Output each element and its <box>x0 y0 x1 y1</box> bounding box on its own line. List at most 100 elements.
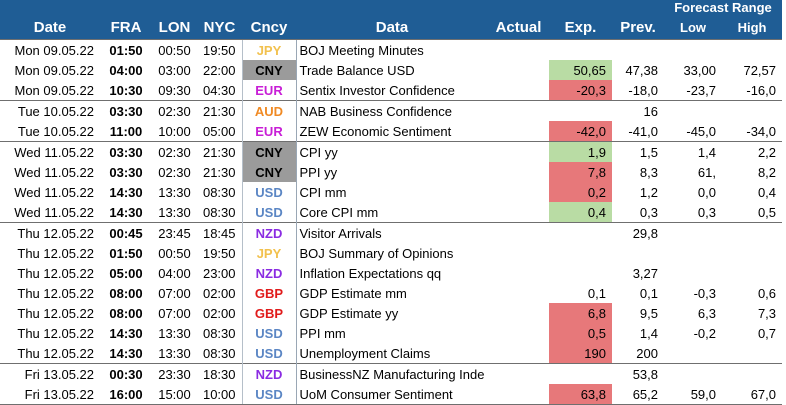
currency-cell: EUR <box>241 80 296 101</box>
date-cell: Tue 10.05.22 <box>0 100 100 121</box>
table-body: Mon 09.05.22 01:50 00:50 19:50 JPY BOJ Meetin… <box>0 39 783 405</box>
header-row-top: Forecast Range <box>0 0 783 16</box>
expected-cell: -20,3 <box>549 80 612 101</box>
actual-cell <box>488 263 549 283</box>
forecast-low-cell: 61, <box>697 164 716 180</box>
forecast-low-cell: -45,0 <box>686 123 716 139</box>
fra-time-cell: 00:30 <box>100 363 152 384</box>
col-header-cncy: Cncy <box>242 16 296 40</box>
table-row: Fri 13.05.22 00:30 23:30 18:30 NZD BusinessNZ… <box>0 363 783 384</box>
fra-time-cell: 03:30 <box>100 100 152 121</box>
event-name-cell: Trade Balance USD <box>295 60 488 80</box>
forecast-high-cell <box>722 39 783 60</box>
fra-time-cell: 03:30 <box>100 141 152 162</box>
table-row: Wed 11.05.22 03:30 02:30 21:30 CNY PPI yy 7,8 8… <box>0 162 782 182</box>
forecast-high-cell <box>722 363 783 384</box>
col-header-data: Data <box>296 16 488 40</box>
nyc-time-cell: 04:30 <box>202 82 236 98</box>
col-header-fra: FRA <box>100 16 152 40</box>
forecast-low-cell: -0,3 <box>693 285 716 301</box>
event-name-cell: PPI yy <box>295 162 488 182</box>
date-cell: Wed 11.05.22 <box>14 164 94 180</box>
date-cell: Tue 10.05.22 <box>17 123 94 139</box>
lon-time-cell: 23:30 <box>152 363 197 384</box>
event-name-cell: ZEW Economic Sentiment <box>295 121 488 142</box>
col-header-low: Low <box>664 16 722 40</box>
currency-cell: USD <box>241 182 296 202</box>
forecast-low-cell: 33,00 <box>683 62 716 78</box>
table-row: Thu 12.05.22 05:00 04:00 23:00 NZD Inflation … <box>0 263 782 283</box>
table-row: Thu 12.05.22 14:30 13:30 08:30 USD Unemployme… <box>0 343 782 364</box>
previous-cell: 65,2 <box>612 384 664 405</box>
currency-cell: JPY <box>241 39 296 60</box>
actual-cell <box>488 121 549 142</box>
event-name-cell: GDP Estimate mm <box>295 283 488 303</box>
forecast-low-cell <box>664 222 722 243</box>
currency-cell: USD <box>241 384 296 405</box>
forecast-low-cell <box>664 263 722 283</box>
previous-cell: 1,2 <box>639 184 658 200</box>
date-cell: Thu 12.05.22 <box>0 222 100 243</box>
nyc-time-cell: 08:30 <box>202 325 236 341</box>
previous-cell: 53,8 <box>612 363 664 384</box>
nyc-time-cell: 08:30 <box>202 204 236 220</box>
fra-time-cell: 01:50 <box>109 245 143 261</box>
forecast-high-cell <box>722 263 782 283</box>
previous-cell: 200 <box>636 345 658 361</box>
forecast-high-cell: 7,3 <box>757 305 777 321</box>
actual-cell <box>488 141 549 162</box>
previous-cell: 9,5 <box>639 305 658 321</box>
lon-time-cell: 13:30 <box>158 204 191 220</box>
col-header-prev: Prev. <box>612 16 664 40</box>
expected-cell: -42,0 <box>549 121 612 142</box>
previous-cell <box>612 39 664 60</box>
table-row: Thu 12.05.22 08:00 07:00 02:00 GBP GDP Estima… <box>0 303 782 323</box>
table-row: Thu 12.05.22 08:00 07:00 02:00 GBP GDP Estima… <box>0 283 782 303</box>
previous-cell: 8,3 <box>639 164 658 180</box>
date-cell: Mon 09.05.22 <box>14 82 94 98</box>
currency-cell: GBP <box>241 303 296 323</box>
currency-cell: NZD <box>241 222 296 243</box>
event-name-cell: Unemployment Claims <box>295 343 488 364</box>
expected-cell <box>549 243 612 263</box>
currency-cell: USD <box>241 343 296 364</box>
expected-cell: 0,4 <box>549 202 612 223</box>
forecast-high-cell: 0,7 <box>757 325 777 341</box>
expected-cell <box>549 100 612 121</box>
lon-time-cell: 10:00 <box>158 123 191 139</box>
previous-cell: 29,8 <box>612 222 664 243</box>
actual-cell <box>488 60 549 80</box>
event-name-cell: CPI yy <box>295 141 488 162</box>
date-cell: Thu 12.05.22 <box>17 305 94 321</box>
expected-cell: 63,8 <box>549 384 612 405</box>
fra-time-cell: 01:50 <box>100 39 152 60</box>
table-row: Thu 12.05.22 14:30 13:30 08:30 USD PPI mm 0,5 1… <box>0 323 782 343</box>
expected-cell: 1,9 <box>549 141 612 162</box>
lon-time-cell: 09:30 <box>158 82 191 98</box>
nyc-time-cell: 10:00 <box>197 384 242 405</box>
expected-cell <box>549 363 612 384</box>
forecast-high-cell <box>722 222 783 243</box>
lon-time-cell: 00:50 <box>152 39 197 60</box>
col-header-exp: Exp. <box>549 16 612 40</box>
expected-cell: 6,8 <box>549 303 612 323</box>
forecast-low-cell: 1,4 <box>664 141 722 162</box>
forecast-high-cell: -16,0 <box>746 82 777 98</box>
currency-cell: JPY <box>241 243 296 263</box>
date-cell: Thu 12.05.22 <box>17 245 94 261</box>
lon-time-cell: 13:30 <box>158 345 191 361</box>
event-name-cell: Inflation Expectations qq <box>295 263 488 283</box>
fra-time-cell: 14:30 <box>109 184 143 200</box>
forecast-high-cell: 0,6 <box>757 285 777 301</box>
actual-cell <box>488 39 549 60</box>
table-row: Mon 09.05.22 10:30 09:30 04:30 EUR Sentix Inv… <box>0 80 782 101</box>
date-cell: Fri 13.05.22 <box>0 363 100 384</box>
currency-cell: CNY <box>241 162 296 182</box>
col-header-date: Date <box>0 16 100 40</box>
lon-time-cell: 07:00 <box>158 305 191 321</box>
forecast-range-header: Forecast Range <box>664 0 783 16</box>
previous-cell: 0,3 <box>639 204 658 220</box>
lon-time-cell: 07:00 <box>158 285 191 301</box>
lon-time-cell: 13:30 <box>158 325 191 341</box>
forecast-low-cell: 0,3 <box>697 204 716 220</box>
